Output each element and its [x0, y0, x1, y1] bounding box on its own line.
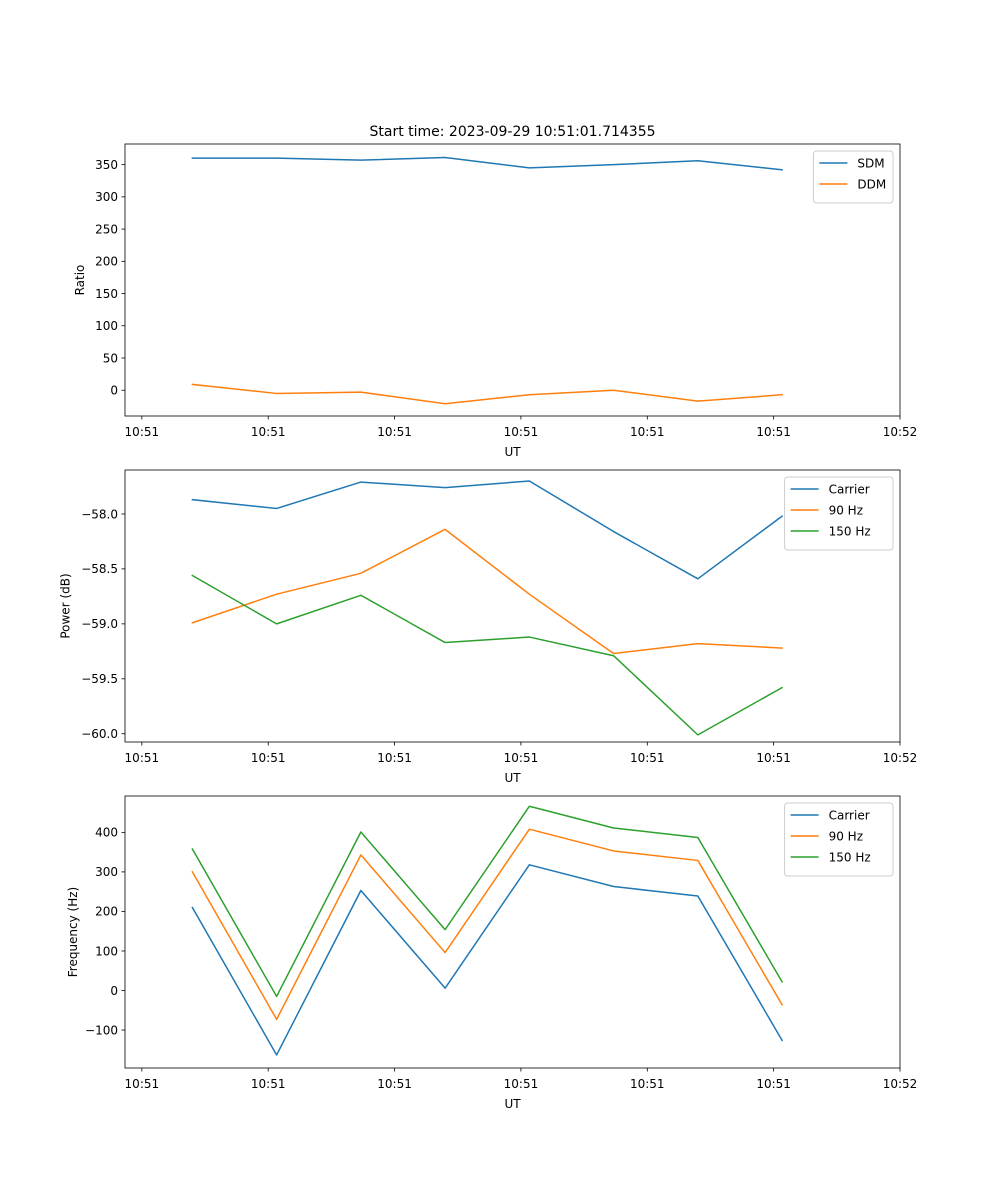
x-tick-label: 10:51	[504, 425, 539, 439]
y-tick-label: 150	[95, 287, 118, 301]
x-tick-label: 10:51	[756, 1077, 791, 1091]
series-line-150-hz	[191, 574, 784, 736]
x-tick-label: 10:51	[630, 1077, 665, 1091]
x-tick-label: 10:51	[251, 425, 286, 439]
y-tick-label: 300	[95, 865, 118, 879]
x-tick-label: 10:51	[125, 751, 160, 765]
x-tick-label: 10:52	[883, 1077, 918, 1091]
y-axis-label: Power (dB)	[59, 573, 73, 638]
y-tick-label: 0	[110, 984, 118, 998]
y-tick-label: 350	[95, 158, 118, 172]
series-line-sdm	[191, 156, 783, 171]
y-tick-label: 300	[95, 190, 118, 204]
x-tick-label: 10:51	[377, 425, 412, 439]
series-line-150-hz	[191, 805, 784, 998]
x-tick-label: 10:51	[504, 751, 539, 765]
series-line-90-hz	[191, 828, 784, 1021]
legend: Carrier 90 Hz 150 Hz	[784, 802, 894, 877]
axes-frame	[124, 795, 901, 1069]
legend-label: 90 Hz	[829, 503, 863, 517]
subplot-3: 10:51 10:51 10:51 10:51 10:51 10:51 10:52 −100 0…	[66, 795, 918, 1111]
legend-label: Carrier	[829, 482, 870, 496]
x-tick-label: 10:52	[883, 751, 918, 765]
axes-frame	[124, 143, 901, 417]
legend-label: SDM	[857, 156, 884, 170]
y-tick-label: −58.0	[81, 507, 118, 521]
legend-label: 150 Hz	[829, 524, 871, 538]
x-tick-label: 10:51	[251, 751, 286, 765]
x-tick-label: 10:51	[125, 1077, 160, 1091]
series-line-carrier	[191, 480, 784, 580]
legend-label: Carrier	[829, 808, 870, 822]
y-tick-label: 50	[103, 351, 118, 365]
x-tick-label: 10:51	[125, 425, 160, 439]
x-tick-label: 10:51	[630, 425, 665, 439]
y-tick-label: 200	[95, 905, 118, 919]
x-tick-label: 10:51	[756, 425, 791, 439]
x-tick-label: 10:51	[756, 751, 791, 765]
x-axis-label: UT	[504, 445, 521, 459]
axes-frame	[124, 469, 901, 743]
legend-label: 150 Hz	[829, 850, 871, 864]
series-line-ddm	[191, 383, 783, 405]
legend: Carrier 90 Hz 150 Hz	[784, 476, 894, 551]
y-tick-label: −59.5	[81, 672, 118, 686]
x-axis-label: UT	[504, 771, 521, 785]
y-tick-label: 100	[95, 944, 118, 958]
y-tick-label: 0	[110, 384, 118, 398]
x-tick-label: 10:51	[251, 1077, 286, 1091]
subplot-1: Start time: 2023-09-29 10:51:01.714355 10…	[73, 124, 917, 459]
subplot-2: 10:51 10:51 10:51 10:51 10:51 10:51 10:52 −58.0…	[59, 469, 918, 785]
x-tick-label: 10:51	[377, 751, 412, 765]
y-tick-label: 100	[95, 319, 118, 333]
y-tick-label: −60.0	[81, 727, 118, 741]
x-tick-label: 10:51	[377, 1077, 412, 1091]
x-tick-label: 10:51	[504, 1077, 539, 1091]
series-line-90-hz	[191, 528, 783, 655]
x-tick-label: 10:52	[883, 425, 918, 439]
y-tick-label: 200	[95, 255, 118, 269]
y-tick-label: −59.0	[81, 617, 118, 631]
legend-label: 90 Hz	[829, 829, 863, 843]
x-tick-label: 10:51	[630, 751, 665, 765]
y-tick-label: 400	[95, 826, 118, 840]
legend: SDM DDM	[812, 150, 894, 204]
series-line-carrier	[191, 864, 784, 1056]
chart-title: Start time: 2023-09-29 10:51:01.714355	[369, 124, 655, 140]
y-tick-label: −100	[85, 1023, 118, 1037]
y-tick-label: −58.5	[81, 562, 118, 576]
x-axis-label: UT	[504, 1097, 521, 1111]
legend-box	[812, 150, 894, 204]
y-tick-label: 250	[95, 222, 118, 236]
y-axis-label: Ratio	[73, 265, 87, 296]
y-axis-label: Frequency (Hz)	[66, 887, 80, 978]
legend-label: DDM	[857, 177, 886, 191]
